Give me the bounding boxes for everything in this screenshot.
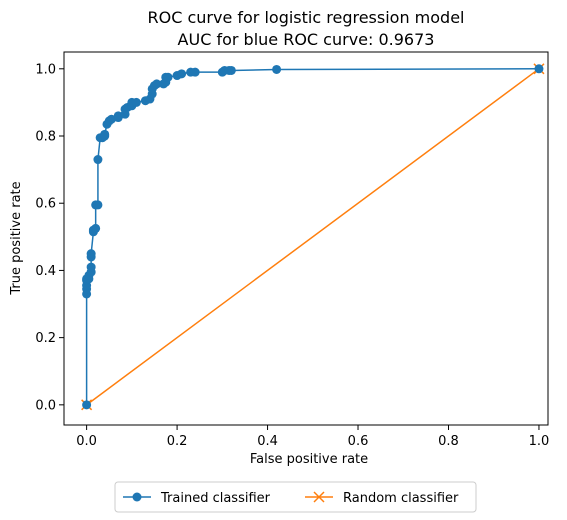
- y-tick-label: 0.0: [35, 398, 56, 413]
- legend-trained-marker: [132, 492, 142, 502]
- trained-classifier-point: [190, 67, 200, 77]
- legend-trained-label: Trained classifier: [160, 491, 271, 506]
- x-tick-label: 0.0: [76, 434, 97, 449]
- trained-classifier-point: [86, 249, 96, 259]
- x-tick-label: 1.0: [529, 434, 550, 449]
- trained-classifier-point: [86, 262, 96, 272]
- chart-title: ROC curve for logistic regression model: [148, 8, 465, 27]
- y-tick-label: 0.4: [35, 264, 56, 279]
- trained-classifier-point: [131, 97, 141, 107]
- trained-classifier-point: [113, 111, 123, 121]
- trained-classifier-point: [152, 79, 162, 89]
- trained-classifier-point: [534, 64, 544, 74]
- random-classifier-line: [86, 68, 540, 406]
- y-tick-label: 0.6: [35, 197, 56, 212]
- trained-classifier-point: [91, 223, 101, 233]
- legend-random-label: Random classifier: [343, 491, 459, 506]
- trained-classifier-point: [226, 65, 236, 75]
- y-axis: 0.0 0.2 0.4 0.6 0.8 1.0: [35, 62, 64, 413]
- x-tick-label: 0.6: [348, 434, 369, 449]
- x-axis-label: False positive rate: [250, 452, 368, 467]
- y-axis-label: True positive rate: [9, 181, 24, 295]
- x-axis: 0.0 0.2 0.4 0.6 0.8 1.0: [76, 425, 549, 449]
- legend: Trained classifier Random classifier: [114, 481, 477, 513]
- x-tick-label: 0.4: [257, 434, 278, 449]
- x-tick-label: 0.8: [438, 434, 459, 449]
- trained-classifier-point: [82, 400, 92, 410]
- trained-classifier-point: [100, 129, 110, 139]
- trained-classifier-point: [93, 200, 103, 210]
- trained-classifier-point: [272, 64, 282, 74]
- x-tick-label: 0.2: [167, 434, 188, 449]
- series-layer: [81, 63, 545, 411]
- trained-classifier-point: [163, 72, 173, 82]
- legend-box: [114, 481, 477, 513]
- y-tick-label: 0.2: [35, 331, 56, 346]
- trained-classifier-point: [177, 69, 187, 79]
- y-tick-label: 1.0: [35, 62, 56, 77]
- chart-subtitle: AUC for blue ROC curve: 0.9673: [178, 30, 435, 49]
- y-tick-label: 0.8: [35, 130, 56, 145]
- trained-classifier-point: [93, 155, 103, 165]
- legend-random-marker: [313, 491, 325, 503]
- trained-classifier-point: [106, 114, 116, 124]
- plot-area-frame: [63, 51, 549, 426]
